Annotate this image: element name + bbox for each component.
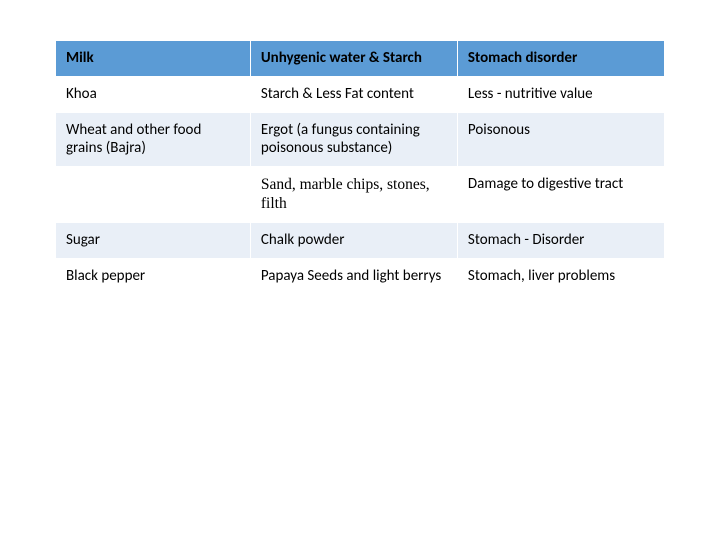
table-row: Milk Unhygenic water & Starch Stomach di… xyxy=(56,41,665,77)
cell-effect: Stomach, liver problems xyxy=(457,258,664,294)
cell-food: Khoa xyxy=(56,76,251,112)
cell-adulterant: Papaya Seeds and light berrys xyxy=(250,258,457,294)
table-row: Wheat and other food grains (Bajra) Ergo… xyxy=(56,112,665,167)
table-row: Black pepper Papaya Seeds and light berr… xyxy=(56,258,665,294)
cell-effect: Damage to digestive tract xyxy=(457,167,664,223)
food-adulteration-table: Milk Unhygenic water & Starch Stomach di… xyxy=(55,40,665,294)
cell-effect: Less - nutritive value xyxy=(457,76,664,112)
cell-food: Black pepper xyxy=(56,258,251,294)
cell-adulterant: Unhygenic water & Starch xyxy=(250,41,457,77)
table-row: Sand, marble chips, stones, filth Damage… xyxy=(56,167,665,223)
table-row: Khoa Starch & Less Fat content Less - nu… xyxy=(56,76,665,112)
table-row: Sugar Chalk powder Stomach - Disorder xyxy=(56,222,665,258)
cell-effect: Poisonous xyxy=(457,112,664,167)
cell-effect: Stomach disorder xyxy=(457,41,664,77)
cell-food: Sugar xyxy=(56,222,251,258)
cell-food xyxy=(56,167,251,223)
cell-adulterant: Chalk powder xyxy=(250,222,457,258)
cell-food: Wheat and other food grains (Bajra) xyxy=(56,112,251,167)
cell-food: Milk xyxy=(56,41,251,77)
cell-adulterant: Sand, marble chips, stones, filth xyxy=(250,167,457,223)
food-adulteration-table-container: Milk Unhygenic water & Starch Stomach di… xyxy=(0,0,720,334)
cell-adulterant: Starch & Less Fat content xyxy=(250,76,457,112)
cell-effect: Stomach - Disorder xyxy=(457,222,664,258)
cell-adulterant: Ergot (a fungus containing poisonous sub… xyxy=(250,112,457,167)
